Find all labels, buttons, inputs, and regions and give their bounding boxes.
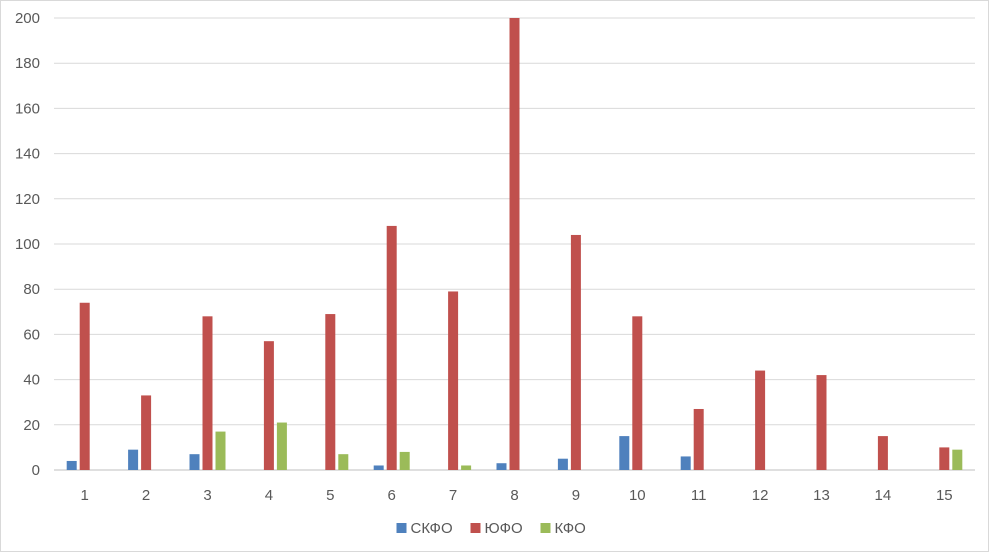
- x-tick-label: 10: [629, 487, 646, 504]
- y-tick-label: 180: [15, 55, 40, 72]
- bar: [952, 449, 963, 470]
- bar: [189, 454, 200, 470]
- bar: [448, 291, 459, 470]
- bar: [66, 460, 77, 470]
- y-tick-label: 100: [15, 236, 40, 253]
- bar: [570, 234, 581, 470]
- bar: [557, 458, 568, 470]
- bar: [509, 18, 520, 470]
- y-tick-label: 140: [15, 146, 40, 163]
- bars: [66, 18, 963, 470]
- bar: [461, 465, 472, 470]
- bar: [693, 408, 704, 470]
- x-tick-label: 11: [691, 487, 707, 504]
- x-tick-label: 1: [81, 487, 89, 504]
- y-tick-label: 200: [15, 10, 40, 27]
- x-tick-label: 2: [142, 487, 150, 504]
- bar: [680, 456, 691, 470]
- x-tick-label: 6: [388, 487, 396, 504]
- y-tick-label: 40: [23, 372, 40, 389]
- legend-swatch: [540, 523, 551, 533]
- y-tick-label: 80: [23, 281, 40, 298]
- series-3: [215, 422, 963, 470]
- series-2: [79, 18, 950, 470]
- y-tick-label: 20: [23, 417, 40, 434]
- bar: [373, 465, 384, 470]
- series-1: [66, 436, 691, 470]
- x-tick-label: 5: [326, 487, 334, 504]
- legend: СКФО ЮФО КФО: [396, 520, 586, 537]
- legend-label: КФО: [555, 520, 586, 537]
- legend-swatch: [396, 523, 407, 533]
- bar: [325, 314, 336, 470]
- x-tick-label: 13: [813, 487, 830, 504]
- y-axis: 0 20 40 60 80 100 120 140 160 180 200: [15, 10, 40, 479]
- x-tick-label: 14: [875, 487, 892, 504]
- bar: [128, 449, 139, 470]
- legend-swatch: [470, 523, 481, 533]
- bar: [619, 436, 630, 470]
- bar: [79, 302, 90, 470]
- x-tick-label: 9: [572, 487, 580, 504]
- x-tick-label: 3: [203, 487, 211, 504]
- y-tick-label: 120: [15, 191, 40, 208]
- legend-label: ЮФО: [485, 520, 523, 537]
- x-axis: 1 2 3 4 5 6 7 8 9 10 11 12 13 14 15: [81, 487, 953, 504]
- bar: [141, 395, 152, 470]
- x-tick-label: 4: [265, 487, 273, 504]
- bar: [263, 341, 274, 470]
- bar: [215, 431, 226, 470]
- y-tick-label: 60: [23, 326, 40, 343]
- bar: [399, 451, 410, 470]
- legend-item: СКФО: [396, 520, 453, 537]
- bar: [386, 225, 397, 470]
- legend-item: ЮФО: [470, 520, 523, 537]
- x-tick-label: 7: [449, 487, 457, 504]
- bar: [755, 370, 766, 470]
- bar: [939, 447, 950, 470]
- bar: [338, 454, 349, 470]
- bar: [877, 436, 888, 470]
- bar: [496, 463, 507, 470]
- bar: [202, 316, 213, 470]
- bar: [632, 316, 643, 470]
- bar: [276, 422, 287, 470]
- legend-label: СКФО: [411, 520, 453, 537]
- x-tick-label: 12: [752, 487, 769, 504]
- bar: [816, 375, 827, 470]
- y-tick-label: 160: [15, 100, 40, 117]
- x-tick-label: 8: [510, 487, 518, 504]
- x-tick-label: 15: [936, 487, 953, 504]
- y-tick-label: 0: [32, 462, 40, 479]
- legend-item: КФО: [540, 520, 586, 537]
